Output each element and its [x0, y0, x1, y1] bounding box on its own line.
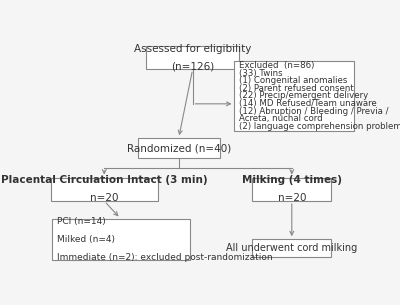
Text: (2) Parent refused consent: (2) Parent refused consent: [239, 84, 354, 93]
Text: All underwent cord milking: All underwent cord milking: [226, 243, 358, 253]
Text: Randomized (n=40): Randomized (n=40): [126, 143, 231, 153]
Text: Milking (4 times): Milking (4 times): [242, 175, 342, 185]
Text: PCI (n=14): PCI (n=14): [57, 217, 106, 226]
FancyBboxPatch shape: [252, 239, 331, 257]
FancyBboxPatch shape: [51, 178, 158, 201]
FancyBboxPatch shape: [252, 178, 331, 201]
Text: n=20: n=20: [90, 193, 118, 203]
Text: Excluded  (n=86): Excluded (n=86): [239, 61, 314, 70]
FancyBboxPatch shape: [146, 46, 239, 70]
Text: (33) Twins: (33) Twins: [239, 69, 283, 77]
Text: (12) Abruption / Bleeding / Previa /: (12) Abruption / Bleeding / Previa /: [239, 107, 389, 116]
Text: Assessed for eligibility: Assessed for eligibility: [134, 44, 251, 54]
Text: Acreta, nuchal cord: Acreta, nuchal cord: [239, 114, 323, 123]
Text: n=20: n=20: [278, 193, 306, 203]
Text: Milked (n=4): Milked (n=4): [57, 235, 115, 244]
Text: (n=126): (n=126): [171, 62, 214, 72]
Text: Immediate (n=2): excluded post-randomization: Immediate (n=2): excluded post-randomiza…: [57, 253, 273, 262]
FancyBboxPatch shape: [234, 61, 354, 131]
Text: (1) Congenital anomalies: (1) Congenital anomalies: [239, 76, 348, 85]
Text: (22) Precip/emergent delivery: (22) Precip/emergent delivery: [239, 92, 368, 100]
FancyBboxPatch shape: [138, 138, 220, 158]
Text: (14) MD Refused/Team unaware: (14) MD Refused/Team unaware: [239, 99, 377, 108]
Text: (2) language comprehension problem: (2) language comprehension problem: [239, 122, 400, 131]
Text: Placental Circulation Intact (3 min): Placental Circulation Intact (3 min): [1, 175, 208, 185]
FancyBboxPatch shape: [52, 219, 190, 260]
